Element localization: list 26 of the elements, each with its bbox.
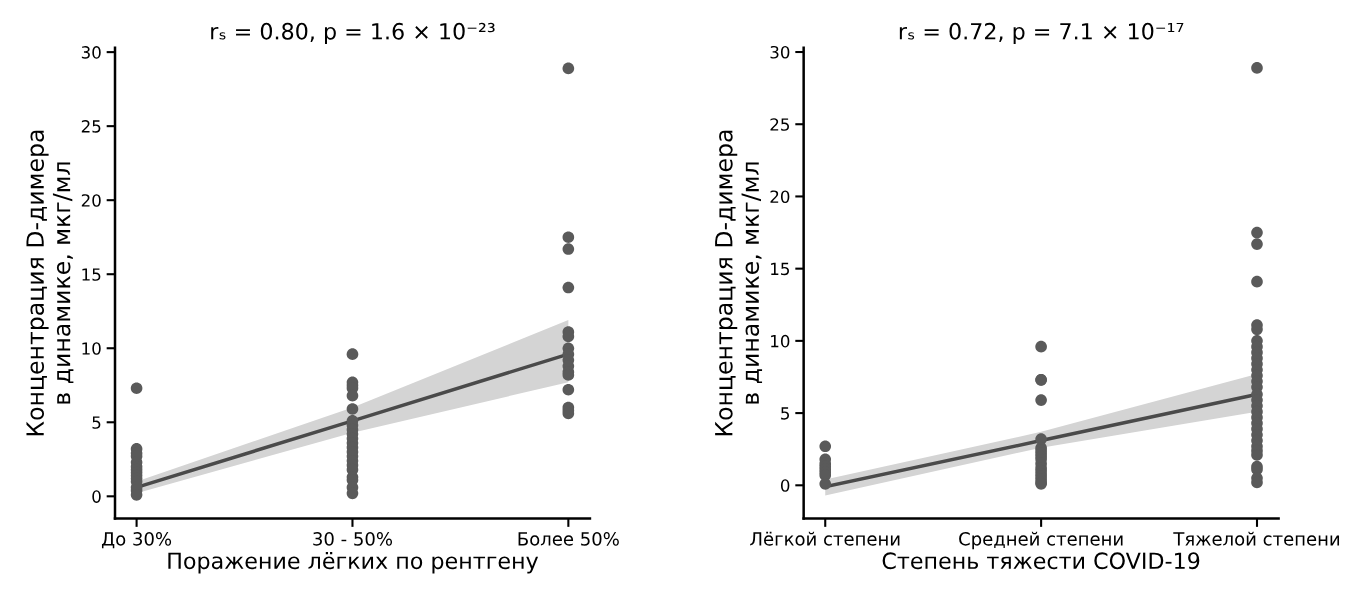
x-axis-title: Поражение лёгких по рентгену	[168, 552, 539, 574]
y-tick-label: 20	[81, 194, 101, 207]
y-axis-title: Концентрация D-димера в динамике, мкг/мл	[715, 130, 763, 436]
y-tick-label: 30	[81, 46, 101, 59]
y-tick-label: 0	[92, 490, 101, 503]
y-tick-label: 15	[82, 268, 101, 281]
x-tick-label: Более 50%	[518, 532, 619, 546]
y-tick-label: 5	[781, 407, 789, 420]
x-tick-label: Лёгкой степени	[750, 531, 900, 546]
y-tick-label: 10	[82, 342, 101, 355]
y-tick-label: 20	[770, 190, 790, 204]
y-tick-label: 25	[81, 120, 101, 133]
y-tick-label: 10	[771, 334, 790, 348]
x-tick-label: Тяжелой степени	[1173, 531, 1340, 546]
x-tick-label: Средней степени	[959, 531, 1123, 550]
x-axis-title: Степень тяжести COVID-19	[882, 552, 1200, 570]
y-axis-title: Концентрация D-димера в динамике, мкг/мл	[26, 130, 74, 436]
y-tick-label: 25	[770, 118, 789, 131]
y-tick-label: 15	[771, 262, 789, 276]
y-tick-label: 0	[780, 479, 790, 492]
chart-title: rₛ = 0.80, p = 1.6 × 10⁻²³	[211, 22, 495, 44]
y-tick-label: 30	[770, 45, 790, 59]
x-tick-label: 30 - 50%	[313, 532, 393, 546]
y-tick-label: 5	[92, 416, 101, 429]
chart-title: rₛ = 0.72, p = 7.1 × 10⁻¹⁷	[899, 22, 1184, 44]
x-tick-label: До 30%	[101, 532, 172, 549]
